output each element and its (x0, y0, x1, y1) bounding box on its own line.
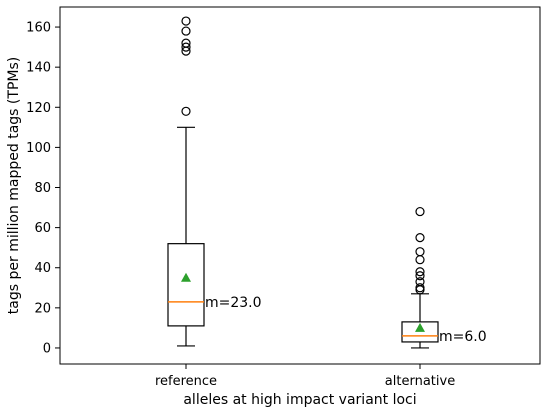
outlier-point (415, 267, 425, 277)
boxes: m=23.0 m=6.0 (167, 16, 487, 349)
mean-marker (181, 272, 191, 282)
box-group-alternative: m=6.0 (401, 206, 487, 349)
y-axis-label: tags per million mapped tags (TPMs) (6, 57, 22, 314)
outlier-point (181, 16, 191, 26)
plot-area (59, 6, 541, 365)
y-tick-label: 140 (26, 61, 51, 76)
y-tick-label: 100 (26, 141, 51, 156)
outlier-point (181, 106, 191, 116)
x-tick-label: alternative (385, 374, 455, 389)
y-tick-label: 80 (34, 181, 51, 196)
x-tick-label: reference (155, 374, 217, 389)
y-tick-label: 60 (34, 221, 51, 236)
y-tick-label: 20 (34, 301, 51, 316)
median-annotation: m=6.0 (439, 329, 487, 345)
outlier-point (415, 206, 425, 217)
outlier-point (415, 271, 425, 281)
box-iqr (167, 243, 205, 327)
box-group-reference: m=23.0 (167, 16, 262, 347)
outlier-point (181, 26, 191, 36)
outlier-point (181, 42, 191, 52)
outlier-point (415, 283, 425, 293)
x-axis-label: alleles at high impact variant loci (183, 392, 416, 408)
median-annotation: m=23.0 (205, 295, 262, 311)
outlier-point (415, 247, 425, 257)
y-tick-label: 40 (34, 261, 51, 276)
y-axis: 0 20 40 60 80 100 120 140 160 (26, 21, 60, 356)
plot-frame (59, 6, 541, 365)
y-tick-label: 120 (26, 101, 51, 116)
box-iqr (401, 321, 439, 343)
outlier-point (415, 233, 425, 243)
y-tick-label: 160 (26, 21, 51, 36)
x-axis: reference alternative (155, 364, 455, 389)
outlier-point (181, 38, 191, 48)
mean-marker (415, 322, 425, 332)
y-tick-label: 0 (43, 341, 51, 356)
outlier-point (415, 277, 425, 287)
outlier-point (415, 255, 425, 265)
